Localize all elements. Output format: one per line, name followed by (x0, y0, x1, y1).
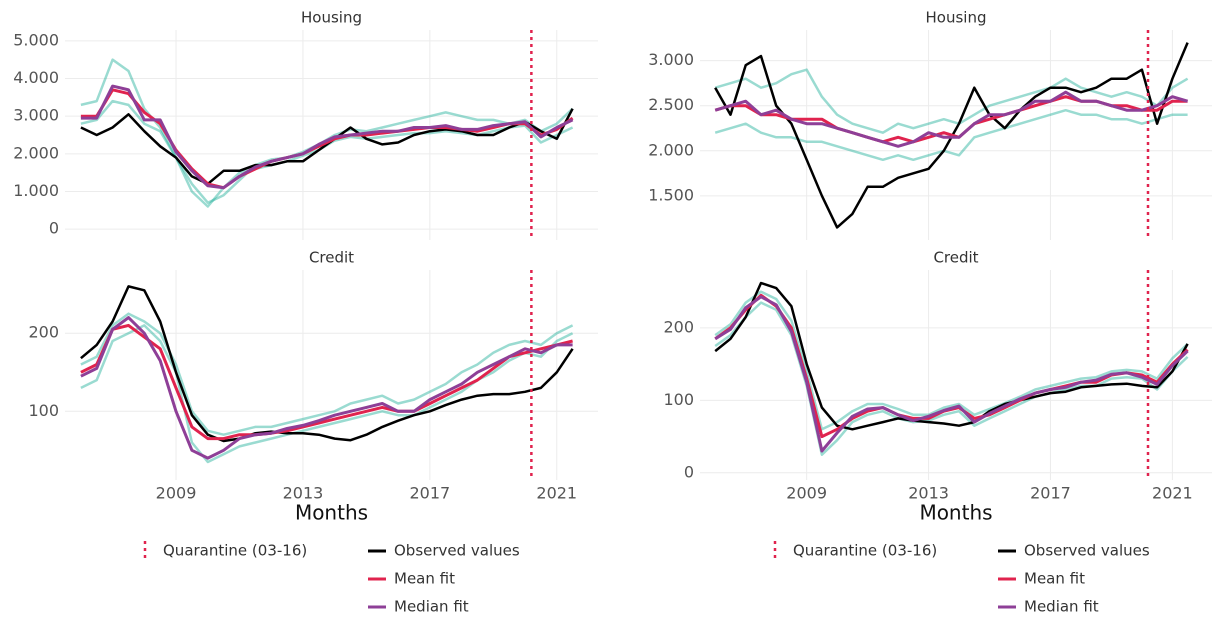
ensemble-line (714, 108, 1188, 162)
legend-label: Median fit (1024, 598, 1099, 616)
x-tick-label: 2021 (1152, 484, 1193, 503)
legend-label: Observed values (394, 542, 520, 560)
x-tick-label: 2017 (409, 484, 450, 503)
series-line (80, 84, 574, 190)
legend-label: Observed values (1024, 542, 1150, 560)
x-tick-label: 2009 (156, 484, 197, 503)
x-tick-label: 2017 (1030, 484, 1071, 503)
legend-label: Quarantine (03-16) (793, 542, 937, 560)
y-tick-label: 4.000 (13, 68, 59, 87)
ensemble-line (714, 68, 1189, 134)
y-tick-label: 5.000 (13, 30, 59, 49)
x-tick-label: 2013 (283, 484, 324, 503)
y-tick-label: 3.000 (648, 50, 694, 69)
legend-label: Median fit (394, 598, 469, 616)
y-tick-label: 2.500 (648, 95, 694, 114)
series-line (80, 316, 573, 460)
y-tick-label: 2.000 (13, 143, 59, 162)
y-tick-label: 0 (49, 219, 59, 238)
panel-title: Housing (301, 9, 362, 27)
series-line (80, 108, 574, 186)
series-line (714, 90, 1189, 148)
panel-title: Credit (933, 249, 978, 267)
ensemble-line (80, 324, 574, 464)
ensemble-line (714, 301, 1189, 456)
x-tick-label: 2013 (908, 484, 949, 503)
y-tick-label: 100 (663, 390, 694, 409)
series-line (80, 323, 573, 441)
series-line (714, 293, 1189, 439)
y-tick-label: 3.000 (13, 106, 59, 125)
y-tick-label: 1.500 (648, 185, 694, 204)
ensemble-line (80, 312, 574, 436)
series-line (714, 295, 1189, 453)
panel-title: Credit (309, 249, 354, 267)
y-tick-label: 100 (28, 401, 59, 420)
legend-label: Quarantine (03-16) (163, 542, 307, 560)
series-line (714, 281, 1189, 431)
series-line (80, 285, 574, 443)
y-tick-label: 0 (684, 462, 694, 481)
y-tick-label: 200 (663, 317, 694, 336)
y-tick-label: 1.000 (13, 181, 59, 200)
y-tick-label: 2.000 (648, 140, 694, 159)
legend-label: Mean fit (1024, 570, 1085, 588)
ensemble-line (714, 290, 1189, 431)
panel-title: Housing (926, 9, 987, 27)
y-tick-label: 200 (28, 323, 59, 342)
x-tick-label: 2021 (536, 484, 577, 503)
legend-label: Mean fit (394, 570, 455, 588)
x-tick-label: 2009 (786, 484, 827, 503)
x-axis-label: Months (919, 501, 992, 525)
x-axis-label: Months (295, 501, 368, 525)
